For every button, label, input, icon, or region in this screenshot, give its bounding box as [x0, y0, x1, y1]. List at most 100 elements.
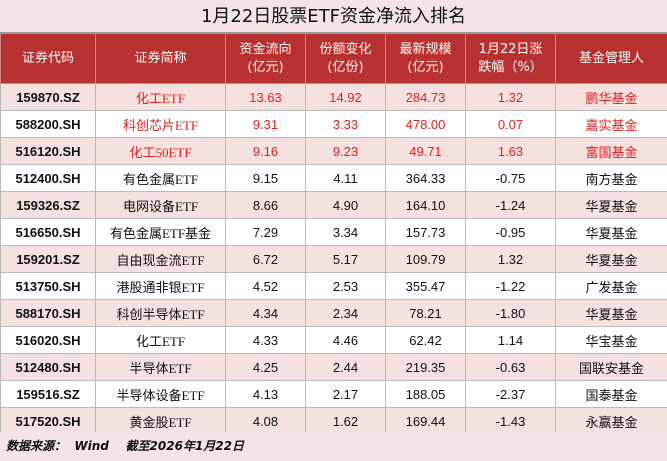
etf-table: 证券代码 证券简称 资金流向 (亿元) 份额变化 (亿份) 最新规模 (亿元) 1月22日…: [0, 33, 667, 435]
table-cell: 华宝基金: [555, 326, 667, 354]
table-cell: 科创芯片ETF: [95, 110, 226, 138]
table-cell: 1.32: [465, 83, 556, 111]
column-header: 1月22日涨 跌幅（%）: [465, 33, 556, 84]
table-cell: 4.11: [305, 164, 386, 192]
table-row: 159326.SZ 电网设备ETF 8.66 4.90 164.10 -1.24 华夏基金: [0, 191, 667, 219]
table-cell: 电网设备ETF: [95, 191, 226, 219]
table-cell: 4.08: [225, 407, 306, 435]
column-header: 最新规模 (亿元): [385, 33, 466, 84]
table-cell: 513750.SH: [0, 272, 96, 300]
table-cell: 4.46: [305, 326, 386, 354]
table-row: 516120.SH 化工50ETF 9.16 9.23 49.71 1.63 富国基金: [0, 137, 667, 165]
table-cell: 永赢基金: [555, 407, 667, 435]
table-cell: 9.16: [225, 137, 306, 165]
footer: 数据来源： Wind 截至2026年1月22日: [0, 432, 667, 461]
table-row: 517520.SH 黄金股ETF 4.08 1.62 169.44 -1.43 永赢基金: [0, 407, 667, 435]
table-cell: 157.73: [385, 218, 466, 246]
column-header: 证券简称: [95, 33, 226, 84]
table-cell: 355.47: [385, 272, 466, 300]
table-cell: 78.21: [385, 299, 466, 327]
table-cell: 广发基金: [555, 272, 667, 300]
table-cell: 284.73: [385, 83, 466, 111]
table-cell: 2.34: [305, 299, 386, 327]
table-cell: 164.10: [385, 191, 466, 219]
table-cell: 国联安基金: [555, 353, 667, 381]
table-body: 159870.SZ 化工ETF 13.63 14.92 284.73 1.32 鹏华基金 58…: [0, 83, 667, 435]
table-cell: 7.29: [225, 218, 306, 246]
table-cell: 588200.SH: [0, 110, 96, 138]
table-row: 588200.SH 科创芯片ETF 9.31 3.33 478.00 0.07 嘉实基金: [0, 110, 667, 138]
table-cell: 0.07: [465, 110, 556, 138]
table-cell: 有色金属ETF基金: [95, 218, 226, 246]
table-cell: 13.63: [225, 83, 306, 111]
table-cell: 8.66: [225, 191, 306, 219]
table-cell: -1.24: [465, 191, 556, 219]
table-cell: 4.52: [225, 272, 306, 300]
table-cell: 南方基金: [555, 164, 667, 192]
table-cell: 半导体ETF: [95, 353, 226, 381]
table-row: 588170.SH 科创半导体ETF 4.34 2.34 78.21 -1.80 华夏基金: [0, 299, 667, 327]
table-cell: 49.71: [385, 137, 466, 165]
table-cell: 科创半导体ETF: [95, 299, 226, 327]
table-cell: 华夏基金: [555, 191, 667, 219]
table-row: 516020.SH 化工ETF 4.33 4.46 62.42 1.14 华宝基金: [0, 326, 667, 354]
table-cell: 华夏基金: [555, 218, 667, 246]
table-cell: 159326.SZ: [0, 191, 96, 219]
table-cell: 2.17: [305, 380, 386, 408]
table-cell: 9.15: [225, 164, 306, 192]
table-cell: 嘉实基金: [555, 110, 667, 138]
table-cell: 1.63: [465, 137, 556, 165]
table-cell: 1.32: [465, 245, 556, 273]
table-cell: 109.79: [385, 245, 466, 273]
table-cell: 516120.SH: [0, 137, 96, 165]
column-header: 基金管理人: [555, 33, 667, 84]
column-header: 证券代码: [0, 33, 96, 84]
table-row: 512480.SH 半导体ETF 4.25 2.44 219.35 -0.63 国联安基金: [0, 353, 667, 381]
table-cell: 1.14: [465, 326, 556, 354]
title: 1月22日股票ETF资金净流入排名: [0, 0, 667, 33]
table-cell: 化工ETF: [95, 83, 226, 111]
table-cell: -0.95: [465, 218, 556, 246]
table-cell: 化工50ETF: [95, 137, 226, 165]
table-cell: 516650.SH: [0, 218, 96, 246]
table-cell: 5.17: [305, 245, 386, 273]
table-cell: 517520.SH: [0, 407, 96, 435]
table-cell: 有色金属ETF: [95, 164, 226, 192]
table-cell: 2.44: [305, 353, 386, 381]
table-cell: 2.53: [305, 272, 386, 300]
table-cell: 鹏华基金: [555, 83, 667, 111]
column-header: 份额变化 (亿份): [305, 33, 386, 84]
table-row: 159516.SZ 半导体设备ETF 4.13 2.17 188.05 -2.37 国泰基金: [0, 380, 667, 408]
table-cell: 华夏基金: [555, 245, 667, 273]
table-cell: 219.35: [385, 353, 466, 381]
table-cell: 169.44: [385, 407, 466, 435]
table-cell: 3.33: [305, 110, 386, 138]
table-cell: 512480.SH: [0, 353, 96, 381]
table-cell: 516020.SH: [0, 326, 96, 354]
table-row: 159201.SZ 自由现金流ETF 6.72 5.17 109.79 1.32 华夏基金: [0, 245, 667, 273]
table-cell: 3.34: [305, 218, 386, 246]
table-cell: 159516.SZ: [0, 380, 96, 408]
table-cell: 4.90: [305, 191, 386, 219]
table-cell: 188.05: [385, 380, 466, 408]
table-cell: 364.33: [385, 164, 466, 192]
table-cell: 1.62: [305, 407, 386, 435]
table-cell: 4.33: [225, 326, 306, 354]
table-cell: 478.00: [385, 110, 466, 138]
table-cell: 588170.SH: [0, 299, 96, 327]
table-cell: 9.23: [305, 137, 386, 165]
table-cell: 半导体设备ETF: [95, 380, 226, 408]
table-row: 512400.SH 有色金属ETF 9.15 4.11 364.33 -0.75 南方基金: [0, 164, 667, 192]
table-cell: 159201.SZ: [0, 245, 96, 273]
table-cell: -0.63: [465, 353, 556, 381]
table-row: 516650.SH 有色金属ETF基金 7.29 3.34 157.73 -0.95 华夏基…: [0, 218, 667, 246]
table-cell: -1.80: [465, 299, 556, 327]
table-cell: 9.31: [225, 110, 306, 138]
table-cell: 512400.SH: [0, 164, 96, 192]
table-cell: 港股通非银ETF: [95, 272, 226, 300]
table-cell: -2.37: [465, 380, 556, 408]
column-header: 资金流向 (亿元): [225, 33, 306, 84]
table-cell: 自由现金流ETF: [95, 245, 226, 273]
table-cell: -0.75: [465, 164, 556, 192]
